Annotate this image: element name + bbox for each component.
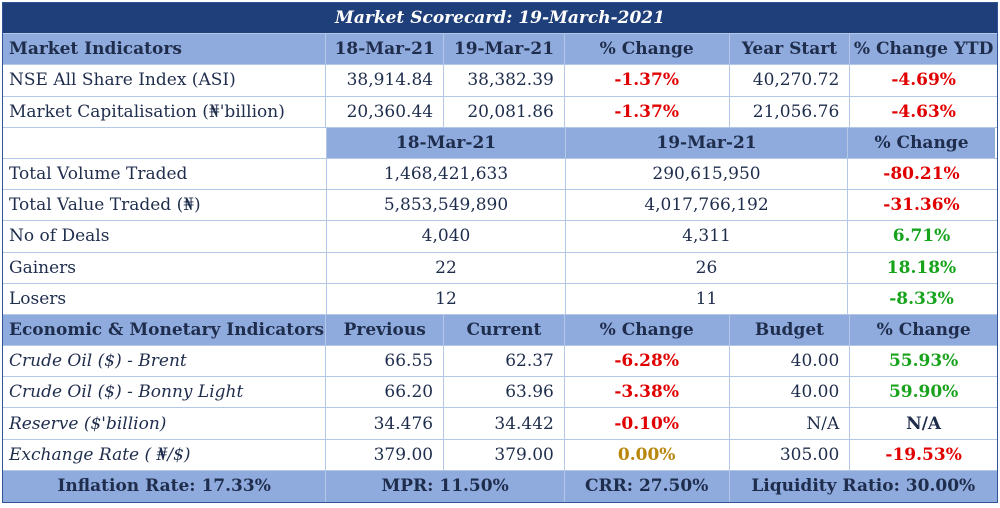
cell-value: 305.00 <box>730 439 851 470</box>
row-label: Exchange Rate ( ₦/$) <box>3 439 327 470</box>
cell-value: 20,081.86 <box>444 96 565 127</box>
cell-value: 66.20 <box>326 377 445 408</box>
crr-rate: CRR: 27.50% <box>564 470 730 502</box>
cell-value: 66.55 <box>326 346 445 377</box>
table-row: Losers 12 11 -8.33% <box>3 283 997 315</box>
cell-value: 4,311 <box>566 221 848 252</box>
header-pct-change: % Change <box>848 127 995 158</box>
cell-pct-change: -80.21% <box>883 164 960 185</box>
cell-value: 4,040 <box>327 221 566 252</box>
cell-value: 40.00 <box>730 377 851 408</box>
header-current: Current <box>444 314 565 346</box>
header-previous: Previous <box>326 314 445 346</box>
title-row: Market Scorecard: 19-March-2021 <box>3 3 997 35</box>
table-row: Total Volume Traded 1,468,421,633 290,61… <box>3 158 997 191</box>
table-row: Reserve ($'billion) 34.476 34.442 -0.10%… <box>3 408 997 440</box>
cell-pct-change: -19.53% <box>885 444 962 465</box>
table-row: Market Capitalisation (₦'billion) 20,360… <box>3 96 997 128</box>
economic-header-row: Economic & Monetary Indicators Previous … <box>3 314 997 347</box>
cell-pct-change: -6.28% <box>565 346 730 377</box>
row-label: Total Value Traded (₦) <box>3 190 327 221</box>
row-label: Market Capitalisation (₦'billion) <box>3 96 327 127</box>
row-label: Reserve ($'billion) <box>3 408 327 439</box>
cell-value: 62.37 <box>444 346 565 377</box>
mpr-rate: MPR: 11.50% <box>326 470 565 502</box>
cell-value: 5,853,549,890 <box>327 190 566 221</box>
cell-pct-change: -1.37% <box>565 96 730 127</box>
cell-pct-change: -0.10% <box>565 408 730 439</box>
cell-value: 63.96 <box>444 377 565 408</box>
row-label: Gainers <box>3 252 327 283</box>
row-label: No of Deals <box>3 221 327 252</box>
header-blank <box>3 127 327 158</box>
market-header-row: Market Indicators 18-Mar-21 19-Mar-21 % … <box>3 34 997 66</box>
liquidity-ratio: Liquidity Ratio: 30.00% <box>729 470 997 502</box>
cell-value: 20,360.44 <box>326 96 445 127</box>
cell-pct-change: 6.71% <box>892 226 951 247</box>
header-year-start: Year Start <box>729 34 851 65</box>
cell-pct-change: 0.00% <box>565 439 730 470</box>
cell-value: 40.00 <box>730 346 851 377</box>
header-pct-change: % Change <box>564 314 730 346</box>
table-row: Gainers 22 26 18.18% <box>3 252 997 284</box>
cell-pct-change: -1.37% <box>565 65 730 96</box>
cell-value: 34.442 <box>444 408 565 439</box>
header-date-2: 19-Mar-21 <box>444 34 565 65</box>
row-label: Losers <box>3 283 327 314</box>
activity-header-row: 18-Mar-21 19-Mar-21 % Change <box>3 127 997 159</box>
cell-pct-change: 59.90% <box>888 382 959 403</box>
header-pct-change: % Change <box>564 34 730 65</box>
table-row: Total Value Traded (₦) 5,853,549,890 4,0… <box>3 190 997 222</box>
row-label: NSE All Share Index (ASI) <box>3 65 327 96</box>
cell-value: 34.476 <box>326 408 445 439</box>
header-date-1: 18-Mar-21 <box>326 34 445 65</box>
cell-value: 379.00 <box>326 439 445 470</box>
cell-value: 26 <box>566 252 848 283</box>
header-market-indicators: Market Indicators <box>3 34 327 65</box>
cell-value: 12 <box>327 283 566 314</box>
cell-value: 38,382.39 <box>444 65 565 96</box>
cell-value: 11 <box>566 283 848 314</box>
cell-pct-change: -3.38% <box>565 377 730 408</box>
header-pct-change-budget: % Change <box>850 314 997 346</box>
cell-value: 379.00 <box>444 439 565 470</box>
cell-value: 290,615,950 <box>566 158 848 190</box>
row-label: Crude Oil ($) - Bonny Light <box>3 377 327 408</box>
inflation-rate: Inflation Rate: 17.33% <box>3 470 327 502</box>
cell-pct-change: 18.18% <box>886 257 957 278</box>
cell-value: 4,017,766,192 <box>566 190 848 221</box>
cell-pct-change: -31.36% <box>883 195 960 216</box>
header-pct-change-ytd: % Change YTD <box>850 34 997 65</box>
cell-value: 1,468,421,633 <box>327 158 566 190</box>
cell-value: 21,056.76 <box>730 96 851 127</box>
table-row: No of Deals 4,040 4,311 6.71% <box>3 221 997 253</box>
cell-value: 22 <box>327 252 566 283</box>
header-economic-indicators: Economic & Monetary Indicators <box>3 314 327 346</box>
cell-value: 40,270.72 <box>730 65 851 96</box>
header-date-2: 19-Mar-21 <box>566 127 848 158</box>
row-label: Total Volume Traded <box>3 158 327 190</box>
header-budget: Budget <box>729 314 851 346</box>
footer-row: Inflation Rate: 17.33% MPR: 11.50% CRR: … <box>3 470 997 502</box>
table-row: Crude Oil ($) - Brent 66.55 62.37 -6.28%… <box>3 346 997 378</box>
cell-value: N/A <box>730 408 851 439</box>
cell-value: 38,914.84 <box>326 65 445 96</box>
row-label: Crude Oil ($) - Brent <box>3 346 327 377</box>
table-row: Crude Oil ($) - Bonny Light 66.20 63.96 … <box>3 377 997 409</box>
scorecard-title: Market Scorecard: 19-March-2021 <box>3 3 997 34</box>
cell-pct-change: 55.93% <box>888 351 959 372</box>
cell-pct-change: -4.69% <box>891 70 956 91</box>
table-row: Exchange Rate ( ₦/$) 379.00 379.00 0.00%… <box>3 439 997 471</box>
table-row: NSE All Share Index (ASI) 38,914.84 38,3… <box>3 65 997 97</box>
cell-pct-change: N/A <box>906 413 942 434</box>
cell-pct-change: -8.33% <box>889 288 954 309</box>
cell-pct-change: -4.63% <box>891 101 956 122</box>
header-date-1: 18-Mar-21 <box>327 127 566 158</box>
